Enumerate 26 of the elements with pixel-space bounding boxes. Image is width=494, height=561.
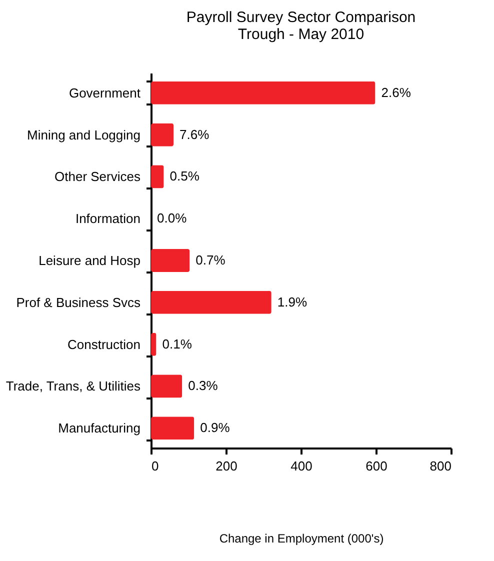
annotation: 0.5% [170,168,200,184]
y-tick-label: Prof & Business Svcs [16,294,141,310]
annotation: 0.3% [188,378,218,394]
y-tick-label: Leisure and Hosp [38,253,140,268]
y-tick-label: Manufacturing [58,420,140,436]
x-axis-title: Change in Employment (000's) [219,532,384,546]
annotation: 1.9% [277,294,308,310]
annotation: 0.7% [196,252,226,268]
x-tick-label: 200 [216,458,238,474]
annotation: 2.6% [381,84,412,100]
y-tick-label: Information [75,211,140,226]
y-tick-label: Other Services [54,169,141,184]
x-tick-label: 0 [152,458,159,474]
y-tick-label: Construction [68,336,140,352]
annotation: 0.9% [200,420,230,436]
annotation: 7.6% [180,126,210,142]
annotation: 0.0% [157,210,188,226]
annotation: 0.1% [162,336,192,352]
x-tick-label: 400 [290,458,312,474]
y-tick-label: Mining and Logging [27,127,140,142]
y-tick-label: Trade, Trans, & Utilities [6,378,141,394]
text: Payroll Survey Sector Comparison [186,9,416,26]
x-tick-label: 600 [366,458,388,474]
y-tick-label: Government [68,85,141,100]
x-tick-label: 800 [430,458,452,474]
text: Trough - May 2010 [238,26,364,43]
